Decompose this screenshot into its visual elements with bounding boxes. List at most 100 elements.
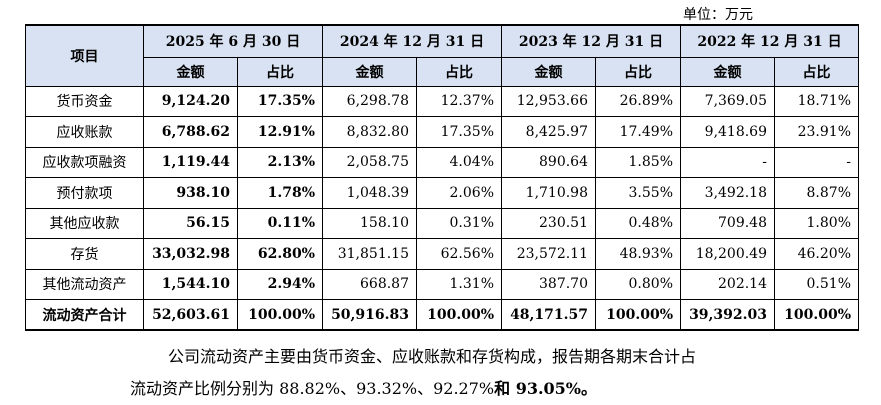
current-assets-table: 项目 2025 年 6 月 30 日 2024 年 12 月 31 日 2023… [25,24,859,331]
ratio-cell: 12.37% [416,85,502,117]
ratio-cell: 1.78% [237,177,323,209]
amount-cell: 1,119.44 [143,146,238,178]
amount-cell: 938.10 [143,177,238,209]
ratio-cell: 23.91% [774,116,859,148]
ratio-cell: 48.93% [595,238,681,270]
amount-cell: 158.10 [322,207,417,239]
table-row: 其他流动资产 1,544.10 2.94% 668.87 1.31% 387.70 0.80… [25,268,859,300]
amount-cell: - [680,146,775,178]
period-header: 2024 年 12 月 31 日 [322,24,502,58]
ratio-cell: 8.87% [774,177,859,209]
row-name: 应收款项融资 [25,146,144,178]
ratio-cell: 17.35% [237,85,323,117]
summary-text-bold: 和 93.05%。 [494,379,598,398]
amount-cell: 7,369.05 [680,85,775,117]
amount-cell: 709.48 [680,207,775,239]
amount-cell: 3,492.18 [680,177,775,209]
ratio-cell: 100.00% [237,299,323,331]
ratio-cell: 1.80% [774,207,859,239]
ratio-header: 占比 [237,56,323,87]
row-name: 货币资金 [25,85,144,117]
amount-header: 金额 [322,56,417,87]
ratio-cell: 26.89% [595,85,681,117]
ratio-cell: 18.71% [774,85,859,117]
amount-cell: 9,418.69 [680,116,775,148]
amount-header: 金额 [143,56,238,87]
ratio-cell: 0.80% [595,268,681,300]
amount-cell: 8,425.97 [501,116,596,148]
total-row: 流动资产合计 52,603.61 100.00% 50,916.83 100.00% 48… [25,299,859,331]
ratio-header: 占比 [416,56,502,87]
ratio-cell: 2.94% [237,268,323,300]
amount-cell: 6,788.62 [143,116,238,148]
ratio-header: 占比 [595,56,681,87]
summary-text: 流动资产比例分别为 88.82%、93.32%、92.27% [130,379,495,398]
row-name: 应收账款 [25,116,144,148]
amount-cell: 52,603.61 [143,299,238,331]
amount-cell: 56.15 [143,207,238,239]
row-name: 预付款项 [25,177,144,209]
amount-cell: 668.87 [322,268,417,300]
ratio-cell: 0.51% [774,268,859,300]
amount-cell: 31,851.15 [322,238,417,270]
row-name: 其他应收款 [25,207,144,239]
amount-cell: 890.64 [501,146,596,178]
unit-label: 单位：万元 [683,7,753,23]
amount-cell: 48,171.57 [501,299,596,331]
summary-paragraph-line2: 流动资产比例分别为 88.82%、93.32%、92.27%和 93.05%。 [130,375,597,399]
amount-cell: 230.51 [501,207,596,239]
amount-cell: 18,200.49 [680,238,775,270]
amount-cell: 50,916.83 [322,299,417,331]
ratio-cell: - [774,146,859,178]
ratio-cell: 1.85% [595,146,681,178]
table-row: 存货 33,032.98 62.80% 31,851.15 62.56% 23,572.1… [25,238,859,270]
amount-cell: 202.14 [680,268,775,300]
ratio-header: 占比 [774,56,859,87]
ratio-cell: 100.00% [595,299,681,331]
item-header: 项目 [25,24,144,87]
amount-cell: 9,124.20 [143,85,238,117]
ratio-cell: 0.31% [416,207,502,239]
amount-cell: 12,953.66 [501,85,596,117]
amount-cell: 39,392.03 [680,299,775,331]
ratio-cell: 2.06% [416,177,502,209]
ratio-cell: 17.35% [416,116,502,148]
amount-cell: 387.70 [501,268,596,300]
amount-cell: 6,298.78 [322,85,417,117]
period-header: 2025 年 6 月 30 日 [143,24,323,58]
summary-paragraph-line1: 公司流动资产主要由货币资金、应收账款和存货构成，报告期各期末合计占 [168,347,697,366]
amount-header: 金额 [680,56,775,87]
ratio-cell: 0.11% [237,207,323,239]
period-header: 2023 年 12 月 31 日 [501,24,681,58]
header-row-columns: 金额 占比 金额 占比 金额 占比 金额 占比 [26,56,859,87]
amount-cell: 8,832.80 [322,116,417,148]
row-name: 其他流动资产 [25,268,144,300]
ratio-cell: 100.00% [416,299,502,331]
ratio-cell: 62.56% [416,238,502,270]
ratio-cell: 100.00% [774,299,859,331]
table-row: 其他应收款 56.15 0.11% 158.10 0.31% 230.51 0.48% 709… [25,207,859,239]
amount-cell: 2,058.75 [322,146,417,178]
ratio-cell: 0.48% [595,207,681,239]
header-row-periods: 项目 2025 年 6 月 30 日 2024 年 12 月 31 日 2023… [25,24,859,87]
ratio-cell: 3.55% [595,177,681,209]
table-row: 预付款项 938.10 1.78% 1,048.39 2.06% 1,710.98 3.55… [25,177,859,209]
ratio-cell: 62.80% [237,238,323,270]
amount-cell: 33,032.98 [143,238,238,270]
ratio-cell: 1.31% [416,268,502,300]
period-header: 2022 年 12 月 31 日 [680,24,859,58]
ratio-cell: 46.20% [774,238,859,270]
amount-header: 金额 [501,56,596,87]
ratio-cell: 17.49% [595,116,681,148]
row-name: 存货 [25,238,144,270]
table-row: 货币资金 9,124.20 17.35% 6,298.78 12.37% 12,953.6… [25,85,859,117]
amount-cell: 1,544.10 [143,268,238,300]
table-row: 应收账款 6,788.62 12.91% 8,832.80 17.35% 8,425.97… [25,116,859,148]
ratio-cell: 2.13% [237,146,323,178]
amount-cell: 23,572.11 [501,238,596,270]
table-row: 应收款项融资 1,119.44 2.13% 2,058.75 4.04% 890.64 1.… [25,146,859,178]
ratio-cell: 12.91% [237,116,323,148]
amount-cell: 1,048.39 [322,177,417,209]
row-name: 流动资产合计 [25,299,144,331]
amount-cell: 1,710.98 [501,177,596,209]
